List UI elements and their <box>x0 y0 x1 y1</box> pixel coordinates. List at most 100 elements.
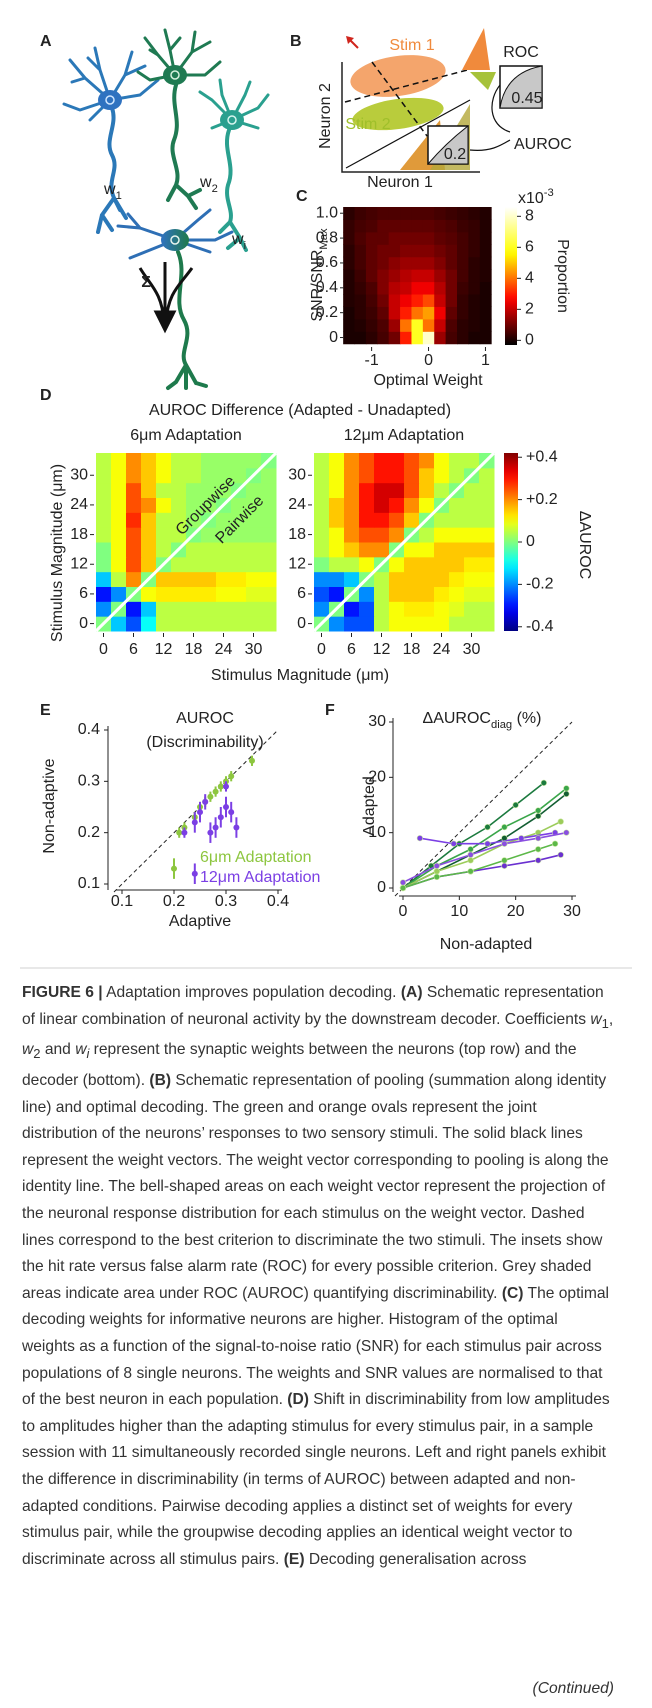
heatmap-cell <box>434 453 450 469</box>
heatmap-cell <box>411 331 424 345</box>
colorbar-tick-label: 0 <box>526 533 535 550</box>
point <box>217 814 224 821</box>
heatmap-cell <box>246 453 262 469</box>
heatmap-cell <box>171 601 187 617</box>
heatmap-cell <box>464 512 480 528</box>
auroc-arrow <box>469 139 511 151</box>
heatmap-cell <box>96 571 112 587</box>
weight-label: wi <box>231 231 246 252</box>
y-tick-label: 0 <box>79 615 88 632</box>
x-tick-label: 0.4 <box>267 893 289 910</box>
heatmap-cell <box>343 306 356 320</box>
heatmap-cell <box>126 601 142 617</box>
heatmap-cell <box>374 542 390 558</box>
heatmap-cell <box>479 244 492 258</box>
decoration <box>136 28 222 82</box>
heatmap-cell <box>377 331 390 345</box>
heatmap-cell <box>314 571 330 587</box>
y-tick-label: 0 <box>329 329 338 346</box>
heatmap-cell <box>201 586 217 602</box>
heatmap-cell <box>186 571 202 587</box>
heatmap-cell <box>365 331 378 345</box>
legend-entry: 12μm Adaptation <box>200 869 320 886</box>
heatmap-cell <box>186 497 202 513</box>
heatmap-cell <box>314 556 330 573</box>
heatmap-cell <box>400 231 412 245</box>
neuron-left <box>62 46 160 234</box>
panel-label: B <box>290 33 302 50</box>
caption-run: i <box>86 1046 90 1062</box>
heatmap-cell <box>457 318 469 332</box>
heatmap-cell <box>445 318 458 332</box>
heatmap-cell <box>388 219 401 233</box>
colorbar-tick-label: 0 <box>525 332 534 349</box>
decoration <box>163 65 187 85</box>
roc-area <box>426 124 469 165</box>
auroc-arrow <box>491 84 511 133</box>
heatmap-cell <box>343 219 356 233</box>
colorbar-tick-label: 4 <box>525 270 534 287</box>
heatmap-cell <box>388 331 401 345</box>
figure-caption: FIGURE 6 | Adaptation improves populatio… <box>22 980 614 1573</box>
point <box>535 835 542 842</box>
heatmap-cell <box>422 269 435 283</box>
point <box>467 868 474 875</box>
point <box>501 840 508 847</box>
heatmap-cell <box>404 571 420 587</box>
decoration <box>62 46 160 122</box>
y-tick-label: 0.6 <box>316 254 338 271</box>
heatmap-cell <box>156 482 172 498</box>
heatmap-cell <box>96 542 112 558</box>
heatmap-cell <box>354 207 367 220</box>
heatmap-cell <box>479 527 495 543</box>
heatmap-cell <box>231 556 247 573</box>
neuron-decoder <box>116 208 234 390</box>
x-tick-label: 20 <box>507 903 525 920</box>
point <box>484 840 491 847</box>
weight-label-main: w <box>103 181 116 198</box>
decoration <box>161 229 189 251</box>
heatmap-cell <box>419 571 435 587</box>
heatmap-cell <box>329 512 345 528</box>
heatmap-cell <box>464 556 480 573</box>
heatmap-cell <box>422 256 435 270</box>
heatmap-cell <box>171 616 187 632</box>
caption-run: (D) <box>287 1391 309 1409</box>
heatmap-cell <box>434 527 450 543</box>
heatmap-cell <box>377 306 390 320</box>
y-tick-label: 0 <box>297 615 306 632</box>
heatmap-cell <box>354 244 367 258</box>
heatmap-cell <box>411 244 424 258</box>
point <box>563 829 570 836</box>
heatmap-cell <box>464 542 480 558</box>
heatmap-cell <box>411 306 424 320</box>
heatmap-cell <box>231 601 247 617</box>
heatmap-cell <box>359 527 375 543</box>
heatmap-cell <box>96 453 112 469</box>
heatmap-cell <box>400 256 412 270</box>
heatmap-cell <box>464 571 480 587</box>
heatmap-cell <box>479 331 492 345</box>
heatmap-cell <box>201 467 217 484</box>
heatmap-cell <box>344 453 360 469</box>
heatmap-cell <box>479 294 492 307</box>
heatmap-cell <box>434 586 450 602</box>
red-arrow <box>349 39 359 49</box>
heatmap-cell <box>388 269 401 283</box>
heatmap-cell <box>411 219 424 233</box>
heatmap-cell <box>171 482 187 498</box>
heatmap-cell <box>434 281 447 295</box>
heatmap-cell <box>354 318 367 332</box>
heatmap-cell <box>111 453 127 469</box>
heatmap-cell <box>111 542 127 558</box>
heatmap-cell <box>156 467 172 484</box>
y-axis-label: Neuron 2 <box>317 83 334 149</box>
heatmap-cell <box>111 527 127 543</box>
heatmap-cell <box>171 467 187 484</box>
heatmap-cell <box>96 527 112 543</box>
heatmap-cell <box>111 497 127 513</box>
weight-label: w2 <box>199 174 218 195</box>
x-tick-label: 0 <box>99 641 108 658</box>
heatmap-cell <box>96 497 112 513</box>
